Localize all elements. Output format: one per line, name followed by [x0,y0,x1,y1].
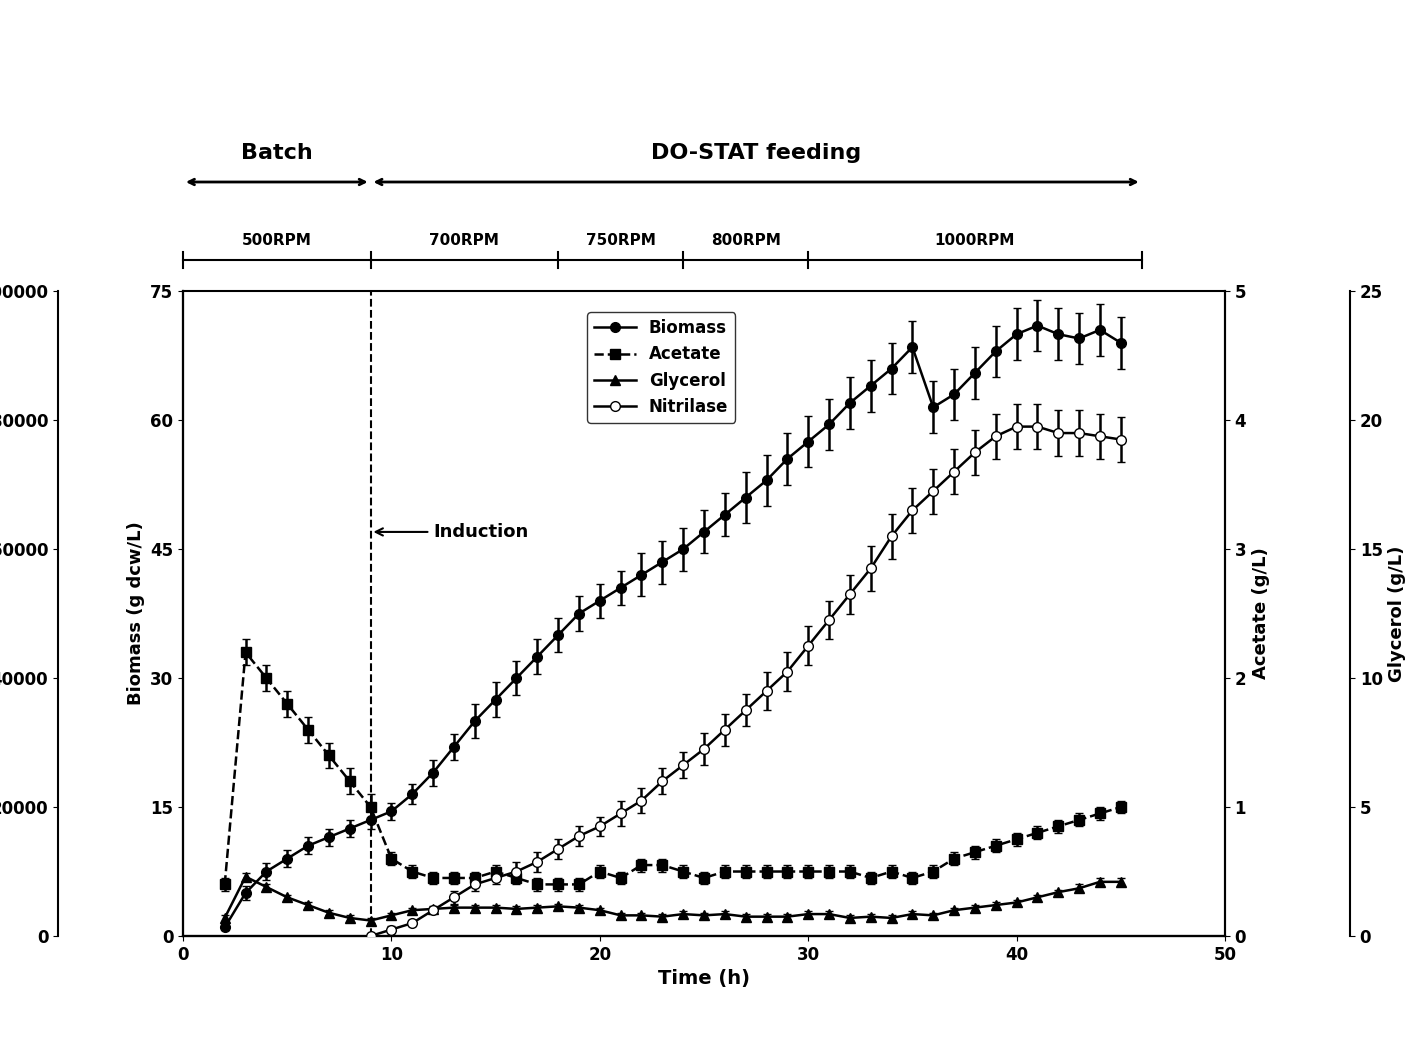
Y-axis label: Biomass (g dcw/L): Biomass (g dcw/L) [127,522,145,705]
X-axis label: Time (h): Time (h) [658,969,750,988]
Text: 750RPM: 750RPM [586,233,656,248]
Y-axis label: Acetate (g/L): Acetate (g/L) [1252,548,1270,679]
Text: 800RPM: 800RPM [711,233,780,248]
Text: 700RPM: 700RPM [429,233,500,248]
Text: 500RPM: 500RPM [242,233,311,248]
Text: 1000RPM: 1000RPM [935,233,1015,248]
Text: Induction: Induction [376,523,528,541]
Legend: Biomass, Acetate, Glycerol, Nitrilase: Biomass, Acetate, Glycerol, Nitrilase [587,312,735,423]
Text: Batch: Batch [241,144,313,163]
Text: DO-STAT feeding: DO-STAT feeding [650,144,862,163]
Y-axis label: Glycerol (g/L): Glycerol (g/L) [1388,545,1407,682]
